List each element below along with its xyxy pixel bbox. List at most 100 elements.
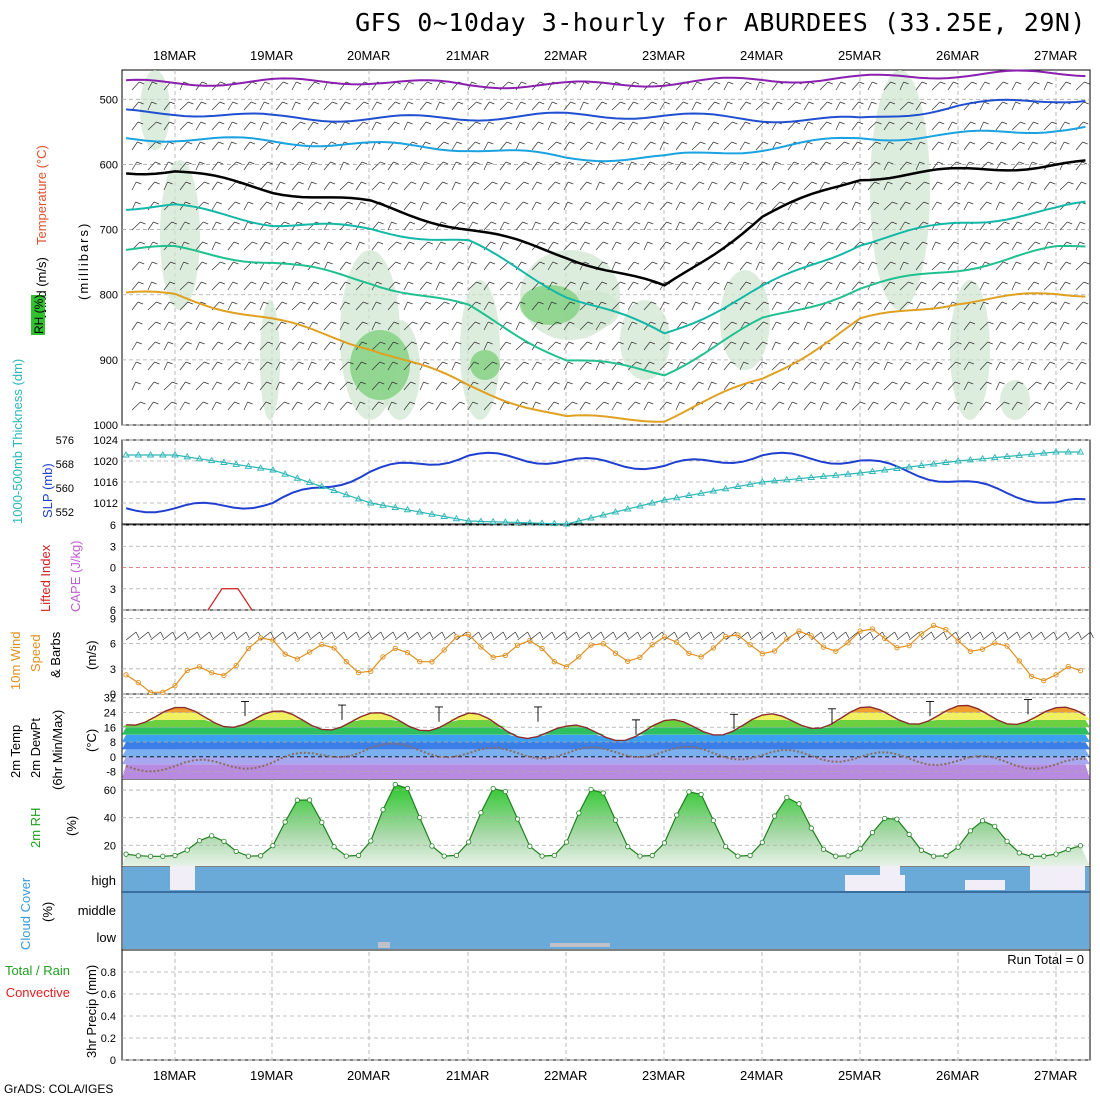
wind-barb — [339, 241, 352, 251]
wind-barb-10m — [346, 631, 360, 641]
wind-barb — [787, 161, 800, 171]
wind-barb — [483, 141, 494, 151]
wind-barb — [691, 141, 706, 151]
rh-marker — [869, 830, 876, 836]
wind-barb — [739, 101, 752, 111]
wind-barb-10m — [578, 631, 593, 641]
y-tick-label: 0 — [110, 752, 116, 764]
wind-barb — [771, 181, 786, 191]
wind-barb — [931, 321, 944, 331]
rh-marker — [625, 844, 631, 850]
wind-barb — [547, 361, 561, 371]
wind-barb-10m — [174, 631, 189, 641]
wind-barb — [867, 381, 880, 391]
wind-barb-10m — [762, 631, 776, 641]
wind-barb — [931, 181, 943, 191]
wind-barb — [819, 201, 830, 211]
wind-barb — [339, 321, 350, 331]
wind-barb — [755, 261, 765, 271]
y-tick-label: 0.2 — [101, 1033, 116, 1045]
x-tick-label-bottom: 18MAR — [153, 1068, 196, 1083]
wind-barb — [739, 161, 750, 171]
wind-barb — [947, 281, 958, 291]
y-tick-label: 500 — [100, 94, 118, 106]
wind-barb — [451, 201, 466, 211]
y-tick-label: 800 — [100, 290, 118, 302]
rh-marker — [184, 847, 190, 853]
wind-barb — [419, 161, 430, 171]
wind-barb — [1027, 401, 1041, 411]
wind-barb — [1075, 81, 1090, 91]
upper-unit-label: (millibars) — [76, 222, 91, 300]
wind-barb — [787, 321, 800, 331]
wind-barb — [467, 141, 481, 151]
wind-barb — [531, 381, 542, 391]
wind-barb — [323, 301, 337, 311]
wind-barb — [211, 361, 223, 371]
wind-barb — [1027, 221, 1041, 231]
wind-barb — [835, 141, 850, 151]
wind-barb — [883, 341, 894, 351]
wind-barb — [883, 361, 893, 371]
wind-barb — [979, 101, 990, 111]
wind-barb — [387, 121, 400, 131]
x-tick-label-bottom: 20MAR — [347, 1068, 390, 1083]
rh-marker — [588, 786, 594, 793]
wind-barb — [499, 161, 512, 171]
ylabel-temperature: Temperature (°C) — [34, 145, 49, 245]
wind-barb — [563, 281, 576, 291]
wind-barb — [643, 201, 654, 211]
wind-barb — [195, 261, 208, 271]
temp-minmax-bar — [730, 713, 738, 730]
wind-barb — [515, 161, 530, 171]
upper-axis-labels: Wind (m/s)Temperature (°C)RH (%) — [31, 145, 49, 335]
wind-barb — [307, 361, 317, 371]
wind-barb — [1011, 241, 1022, 251]
rh-marker — [515, 816, 521, 822]
wind-barb — [163, 281, 176, 291]
rh-marker — [637, 853, 643, 859]
x-tick-label-bottom: 22MAR — [544, 1068, 587, 1083]
wind-barb — [147, 81, 158, 91]
wind-barb — [803, 401, 816, 411]
ylabel-thickness: 1000-500mb Thickness (dm) — [10, 359, 25, 524]
pressure-axis-labels-2: SLP (mb) — [40, 463, 55, 518]
rh-marker — [882, 815, 888, 822]
wind-barb-10m — [321, 631, 336, 641]
wind-barb — [579, 101, 589, 111]
wind-barb — [563, 201, 573, 211]
wind-barb — [979, 181, 993, 191]
wind-barb — [739, 261, 752, 271]
wind-barb — [275, 81, 289, 91]
wind-barb — [739, 401, 753, 411]
wind-barb — [899, 401, 910, 411]
rh-marker — [1077, 843, 1084, 849]
wind-barb — [1011, 121, 1026, 131]
precip-axis-label: 3hr Precip (mm) — [84, 965, 99, 1058]
y-tick-label: 32 — [104, 693, 116, 705]
wind-barb — [867, 81, 878, 91]
wind-barb — [435, 81, 446, 91]
wind-barb — [947, 341, 962, 351]
wind-barb — [259, 361, 273, 371]
wind-barb — [259, 301, 269, 311]
wind-barb — [899, 141, 913, 151]
wind-barb — [835, 241, 847, 251]
wind-barb — [963, 121, 976, 131]
wind-barb — [339, 221, 353, 231]
wind-barb — [755, 141, 769, 151]
wind-barb — [499, 361, 511, 371]
wind-barb — [1011, 321, 1025, 331]
wind-barb — [723, 161, 737, 171]
ylabel-speed: Speed — [28, 634, 43, 672]
rh-marker — [698, 791, 704, 798]
wind-barb-10m — [272, 631, 287, 641]
x-tick-label-top: 24MAR — [740, 48, 783, 63]
wind-barb — [771, 261, 784, 271]
wind-barb — [723, 361, 736, 371]
wind-barb-10m — [1055, 631, 1070, 641]
wind-barb — [771, 341, 781, 351]
rh-marker — [343, 853, 349, 859]
wind-barb — [1059, 321, 1070, 331]
wind-barb — [307, 121, 319, 131]
